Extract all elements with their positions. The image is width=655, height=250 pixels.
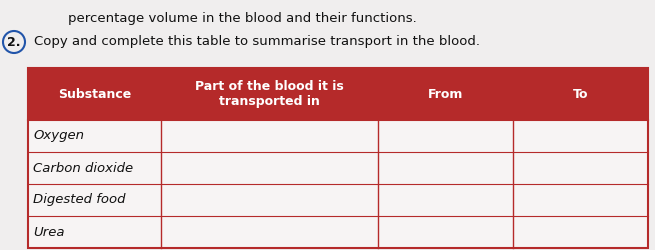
Text: Digested food: Digested food xyxy=(33,194,126,206)
Text: 2.: 2. xyxy=(7,36,21,49)
Bar xyxy=(28,120,648,152)
Text: Copy and complete this table to summarise transport in the blood.: Copy and complete this table to summaris… xyxy=(34,36,480,49)
Bar xyxy=(28,68,648,120)
Text: Urea: Urea xyxy=(33,226,64,238)
Bar xyxy=(28,68,648,248)
Bar xyxy=(28,184,648,216)
Text: To: To xyxy=(573,88,588,101)
Text: Substance: Substance xyxy=(58,88,131,101)
Bar xyxy=(28,216,648,248)
Text: Part of the blood it is
transported in: Part of the blood it is transported in xyxy=(195,80,344,108)
Text: percentage volume in the blood and their functions.: percentage volume in the blood and their… xyxy=(68,12,417,25)
Text: Oxygen: Oxygen xyxy=(33,130,84,142)
Text: Carbon dioxide: Carbon dioxide xyxy=(33,162,133,174)
Bar xyxy=(28,152,648,184)
Text: From: From xyxy=(428,88,464,101)
